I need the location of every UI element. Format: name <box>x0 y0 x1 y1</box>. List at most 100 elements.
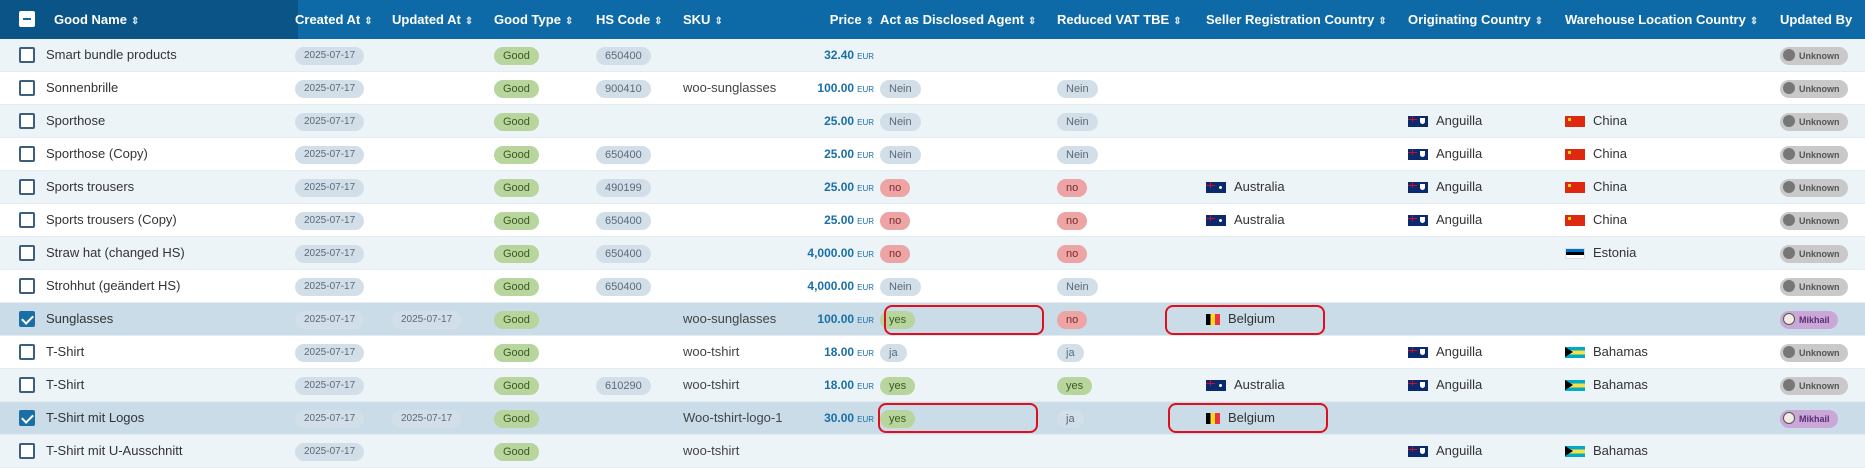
sort-icon[interactable]: ⇕ <box>1173 16 1182 27</box>
user-avatar-icon <box>1783 115 1795 128</box>
hs-code-badge-cell: 650400 <box>596 138 651 170</box>
good-name[interactable]: Sports trousers (Copy) <box>46 212 177 227</box>
column-header-updated[interactable]: Updated At ⇕ <box>384 0 473 39</box>
warehouse-country-name: Bahamas <box>1593 377 1648 392</box>
user-avatar-icon <box>1783 148 1795 161</box>
sort-icon[interactable]: ⇕ <box>364 16 373 27</box>
table-row[interactable]: Straw hat (changed HS) 2025-07-17 Good 6504… <box>0 237 1865 270</box>
updated-by-cell: Unknown <box>1780 270 1848 302</box>
price-cell: 4,000.00 EUR <box>792 270 874 302</box>
updated-by-name: Unknown <box>1799 347 1840 358</box>
column-header-seller[interactable]: Seller Registration Country ⇕ <box>1198 0 1387 39</box>
good-name[interactable]: T-Shirt <box>46 377 85 392</box>
originating-country: Anguilla <box>1408 435 1482 467</box>
reduced-vat-badge-cell: no <box>1057 204 1088 236</box>
table-row[interactable]: Strohhut (geändert HS) 2025-07-17 Good 6504… <box>0 270 1865 303</box>
reduced-vat-badge-cell: no <box>1057 303 1088 335</box>
row-checkbox[interactable] <box>19 410 35 426</box>
price-value: 4,000.00 <box>807 246 855 260</box>
table-row[interactable]: Sunglasses 2025-07-17 2025-07-17 Good woo-su… <box>0 303 1865 336</box>
column-header-agent[interactable]: Act as Disclosed Agent ⇕ <box>872 0 1036 39</box>
table-row[interactable]: Sporthose 2025-07-17 Good 25.00 EUR Nein Nein A… <box>0 105 1865 138</box>
column-header-vat[interactable]: Reduced VAT TBE ⇕ <box>1049 0 1182 39</box>
row-checkbox[interactable] <box>19 443 35 459</box>
good-name[interactable]: T-Shirt mit U-Ausschnitt <box>46 443 183 458</box>
column-header-wh[interactable]: Warehouse Location Country ⇕ <box>1557 0 1758 39</box>
table-row[interactable]: T-Shirt mit Logos 2025-07-17 2025-07-17 Goo… <box>0 402 1865 435</box>
sort-icon[interactable]: ⇕ <box>1749 16 1759 27</box>
flag-au-icon <box>1206 215 1226 227</box>
table-row[interactable]: T-Shirt 2025-07-17 Good 610290 woo-tshirt 18.… <box>0 369 1865 402</box>
seller-country-name: Australia <box>1234 179 1285 194</box>
good-name[interactable]: T-Shirt <box>46 344 85 359</box>
row-checkbox[interactable] <box>19 146 35 162</box>
table-row[interactable]: Sports trousers 2025-07-17 Good 490199 25.00… <box>0 171 1865 204</box>
flag-bs-icon <box>1565 446 1585 458</box>
sort-icon[interactable]: ⇕ <box>1028 16 1037 27</box>
column-header-by[interactable]: Updated By <box>1772 0 1852 39</box>
good-name[interactable]: Sporthose (Copy) <box>46 146 148 161</box>
column-header-price[interactable]: Price ⇕ <box>792 0 880 39</box>
good-name[interactable]: Strohhut (geändert HS) <box>46 278 181 293</box>
updated-by-badge: Unknown <box>1780 112 1848 131</box>
row-checkbox[interactable] <box>19 113 35 129</box>
originating-country-name: Anguilla <box>1436 179 1483 194</box>
select-all-checkbox[interactable] <box>19 11 35 27</box>
row-checkbox[interactable] <box>19 179 35 195</box>
disclosed-agent-badge: yes <box>880 409 916 428</box>
row-checkbox[interactable] <box>19 344 35 360</box>
row-checkbox[interactable] <box>19 377 35 393</box>
updated-by-badge: Mikhail <box>1780 310 1838 329</box>
table-row[interactable]: Smart bundle products 2025-07-17 Good 65040… <box>0 39 1865 72</box>
reduced-vat-badge: Nein <box>1057 277 1098 296</box>
row-checkbox[interactable] <box>19 47 35 63</box>
column-header-sku[interactable]: SKU ⇕ <box>675 0 723 39</box>
row-checkbox[interactable] <box>19 245 35 261</box>
table-row[interactable]: T-Shirt 2025-07-17 Good woo-tshirt 18.00 EUR j… <box>0 336 1865 369</box>
flag-bs-icon <box>1565 347 1585 359</box>
good-name[interactable]: Sonnenbrille <box>46 80 119 95</box>
good-type-badge-cell: Good <box>494 237 539 269</box>
sort-icon[interactable]: ⇕ <box>564 16 574 27</box>
updated-by-badge: Unknown <box>1780 376 1848 395</box>
sort-icon[interactable]: ⇕ <box>1534 16 1544 27</box>
updated-by-badge: Mikhail <box>1780 409 1838 428</box>
column-header-hs[interactable]: HS Code ⇕ <box>588 0 663 39</box>
row-checkbox[interactable] <box>19 278 35 294</box>
updated-by-cell: Unknown <box>1780 171 1848 203</box>
disclosed-agent-badge-cell: no <box>880 171 911 203</box>
good-name[interactable]: Sports trousers <box>46 179 135 194</box>
sort-icon[interactable]: ⇕ <box>130 16 140 27</box>
column-header-orig[interactable]: Originating Country ⇕ <box>1400 0 1543 39</box>
created-at-badge-cell: 2025-07-17 <box>295 369 365 401</box>
sort-icon[interactable]: ⇕ <box>1378 16 1387 27</box>
good-name[interactable]: T-Shirt mit Logos <box>46 410 145 425</box>
reduced-vat-badge: ja <box>1057 343 1084 362</box>
sort-icon[interactable]: ⇕ <box>865 16 874 27</box>
seller-country: Australia <box>1206 171 1285 203</box>
good-name[interactable]: Smart bundle products <box>46 47 177 62</box>
good-type-badge-cell: Good <box>494 303 539 335</box>
originating-country-name: Anguilla <box>1436 212 1483 227</box>
row-checkbox[interactable] <box>19 311 35 327</box>
sort-icon[interactable]: ⇕ <box>714 16 723 27</box>
column-header-name[interactable]: Good Name ⇕ <box>46 0 139 39</box>
sort-icon[interactable]: ⇕ <box>654 16 663 27</box>
good-name[interactable]: Straw hat (changed HS) <box>46 245 185 260</box>
updated-by-cell: Unknown <box>1780 39 1848 71</box>
table-row[interactable]: Sporthose (Copy) 2025-07-17 Good 650400 25.0… <box>0 138 1865 171</box>
table-row[interactable]: T-Shirt mit U-Ausschnitt 2025-07-17 Good wo… <box>0 435 1865 468</box>
table-row[interactable]: Sports trousers (Copy) 2025-07-17 Good 6504… <box>0 204 1865 237</box>
created-at-badge-cell: 2025-07-17 <box>295 435 365 467</box>
sort-icon[interactable]: ⇕ <box>464 16 474 27</box>
row-checkbox[interactable] <box>19 80 35 96</box>
good-name[interactable]: Sunglasses <box>46 311 114 326</box>
originating-country-name: Anguilla <box>1436 443 1483 458</box>
good-name[interactable]: Sporthose <box>46 113 106 128</box>
column-header-type[interactable]: Good Type ⇕ <box>486 0 573 39</box>
row-checkbox[interactable] <box>19 212 35 228</box>
column-header-created[interactable]: Created At ⇕ <box>287 0 373 39</box>
column-header-label: Updated At <box>392 12 461 27</box>
table-row[interactable]: Sonnenbrille 2025-07-17 Good 900410 woo-sung… <box>0 72 1865 105</box>
price-currency: EUR <box>857 316 874 325</box>
